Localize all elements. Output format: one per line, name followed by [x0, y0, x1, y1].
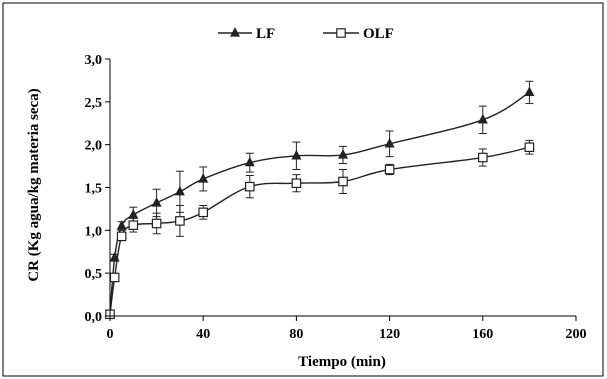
x-tick-label: 0: [107, 327, 114, 342]
data-point-olf: [109, 272, 120, 283]
data-point-olf: [478, 152, 488, 163]
data-point-olf: [151, 218, 162, 229]
x-tick-label: 40: [196, 327, 210, 342]
y-tick-label: 1,5: [85, 182, 103, 197]
data-point-lf: [291, 149, 302, 160]
data-point-olf: [128, 220, 139, 230]
x-tick-label: 120: [379, 327, 400, 342]
data-point-olf: [245, 181, 255, 192]
data-point-olf: [524, 142, 535, 153]
data-point-olf: [175, 216, 185, 226]
data-point-olf: [198, 207, 208, 218]
y-tick-label: 0,5: [85, 267, 103, 282]
data-point-olf: [116, 231, 127, 242]
data-point-lf: [524, 86, 535, 97]
x-tick-label: 160: [472, 327, 493, 342]
data-point-lf: [174, 185, 185, 196]
series-layer: [104, 80, 535, 320]
data-point-lf: [198, 173, 209, 183]
data-point-lf: [384, 137, 395, 148]
y-tick-label: 0,0: [85, 310, 103, 325]
data-point-lf: [477, 113, 488, 124]
axes-layer: 0,0 0,5 1,0 1,5 2,0 2,5 3,0 0 40 80 120 160 200: [85, 53, 587, 342]
y-axis-label: CR (Kg agua/kg materia seca): [26, 88, 42, 281]
data-point-lf: [151, 197, 162, 207]
x-tick-label: 80: [289, 327, 303, 342]
data-point-olf: [338, 176, 348, 187]
y-tick-label: 1,0: [85, 224, 103, 239]
data-point-olf: [384, 164, 395, 175]
y-tick-label: 3,0: [85, 53, 103, 68]
data-point-lf: [337, 149, 349, 159]
legend-label: LF: [256, 26, 275, 42]
data-point-lf: [116, 220, 127, 230]
data-point-lf: [244, 156, 255, 167]
legend-label: OLF: [363, 26, 394, 42]
legend-marker-olf: [336, 28, 346, 38]
data-point-olf: [291, 178, 302, 189]
x-tick-label: 200: [566, 327, 587, 342]
legend: LF OLF: [218, 26, 394, 42]
y-tick-label: 2,0: [85, 139, 103, 154]
y-tick-label: 2,5: [85, 96, 103, 111]
x-axis-label: Tiempo (min): [298, 354, 386, 370]
legend-marker-lf: [229, 27, 241, 37]
